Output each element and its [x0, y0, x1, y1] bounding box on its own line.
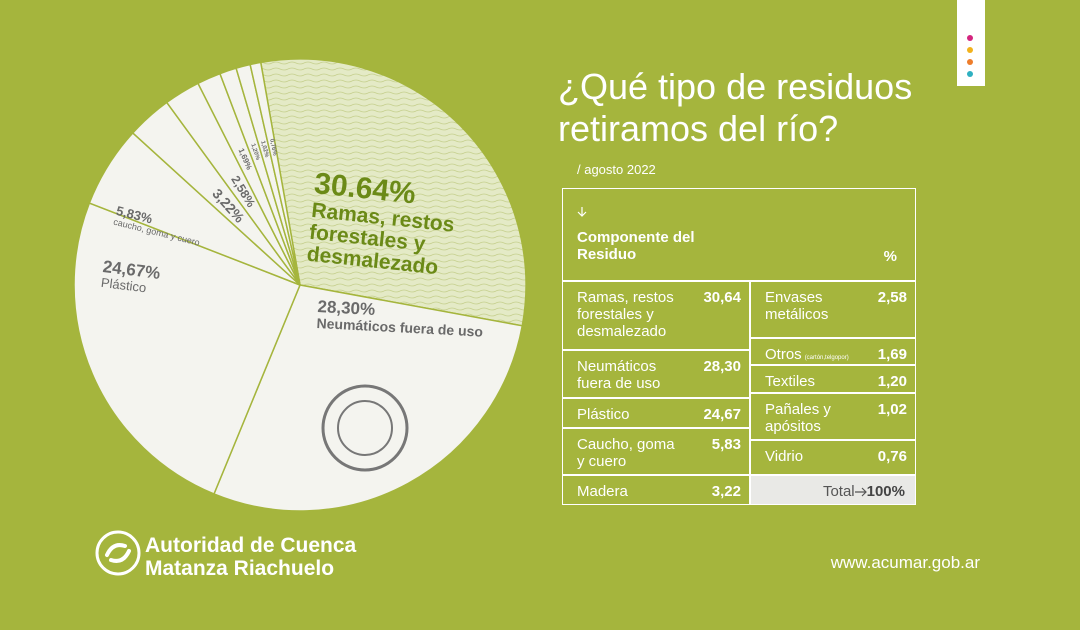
org-line: Matanza Riachuelo [145, 557, 335, 580]
table-cell: Otros (cartón,telgopor) 1,69 [750, 338, 916, 365]
table-cell: Total 100% [750, 475, 916, 505]
tire-inner [337, 400, 393, 456]
row-label-text: Caucho, goma y cuero [577, 436, 675, 470]
logo [95, 530, 141, 576]
table-cell: Caucho, goma y cuero 5,83 [562, 428, 750, 475]
slice [259, 58, 527, 327]
table-cell: Ramas, restos forestales y desmalezado 30… [562, 281, 750, 350]
row-value: 0,76 [877, 448, 907, 465]
org-line: Autoridad de Cuenca [145, 534, 357, 557]
table-cell: Pañales y apósitos 1,02 [750, 393, 916, 440]
total-label: Total [822, 483, 855, 500]
row-label: Neumáticos fuera de uso [577, 358, 685, 392]
arrow-shape [854, 487, 867, 496]
slice [73, 202, 301, 495]
table-cell: Plástico 24,67 [562, 398, 750, 428]
table-cell: Vidrio 0,76 [750, 440, 916, 475]
subtitle: / agosto 2022 [577, 162, 656, 177]
row-label-text: Neumáticos fuera de uso [577, 358, 661, 392]
slice-label: 30.64% Ramas, restos forestales y desmale… [306, 167, 515, 286]
row-label-text: Pañales y apósitos [765, 401, 831, 435]
row-label: Caucho, goma y cuero [577, 436, 685, 470]
total: Total 100% [823, 483, 905, 500]
column-header: Componente del Residuo [577, 229, 695, 263]
row-value: 3,22 [711, 483, 741, 500]
table-cell: Textiles 1,20 [750, 365, 916, 393]
row-label-text: Ramas, restos forestales y desmalezado [577, 289, 674, 340]
row-value: 30,64 [703, 289, 741, 306]
row-value: 1,69 [877, 346, 907, 363]
row-value: 24,67 [703, 406, 741, 423]
row-label: Textiles [765, 373, 860, 390]
table-cell: Componente del Residuo% [562, 188, 916, 281]
pie-chart [73, 58, 527, 512]
row-label: Ramas, restos forestales y desmalezado [577, 289, 685, 340]
row-value: 2,58 [877, 289, 907, 306]
row-label: Madera [577, 483, 685, 500]
row-label: Plástico [577, 406, 685, 423]
tire [321, 384, 409, 472]
row-label-text: Vidrio [765, 448, 804, 465]
row-note: (cartón,telgopor) [804, 355, 849, 361]
row-label-text: Textiles [765, 373, 816, 390]
total-value: 100% [866, 483, 905, 500]
row-label-text: Madera [577, 483, 628, 500]
slice [249, 61, 301, 286]
url: www.acumar.gob.ar [830, 553, 980, 572]
row-value: 5,83 [711, 436, 741, 453]
column-header: % [883, 248, 897, 265]
arrow-shape [577, 207, 587, 217]
row-label: Otros (cartón,telgopor) [765, 346, 860, 367]
row-label-text: Plástico [577, 406, 630, 423]
table-cell: Neumáticos fuera de uso 28,30 [562, 350, 750, 398]
row-label: Vidrio [765, 448, 860, 465]
tab [957, 0, 985, 86]
row-label-text: Otros [765, 346, 802, 363]
table-cell: Madera 3,22 [562, 475, 750, 505]
table-cell: Envases metálicos 2,58 [750, 281, 916, 338]
dots [967, 35, 973, 77]
arrow [854, 487, 867, 496]
row-value: 1,02 [877, 401, 907, 418]
row-label: Envases metálicos [765, 289, 860, 323]
org-name: Autoridad de Cuenca Matanza Riachuelo [145, 534, 356, 580]
row-label-text: Envases metálicos [765, 289, 829, 323]
slice [212, 284, 524, 512]
title: ¿Qué tipo de residuos retiramos del río? [558, 66, 913, 149]
arrow [577, 207, 587, 217]
row-label: Pañales y apósitos [765, 401, 860, 435]
row-value: 28,30 [703, 358, 741, 375]
row-value: 1,20 [877, 373, 907, 390]
